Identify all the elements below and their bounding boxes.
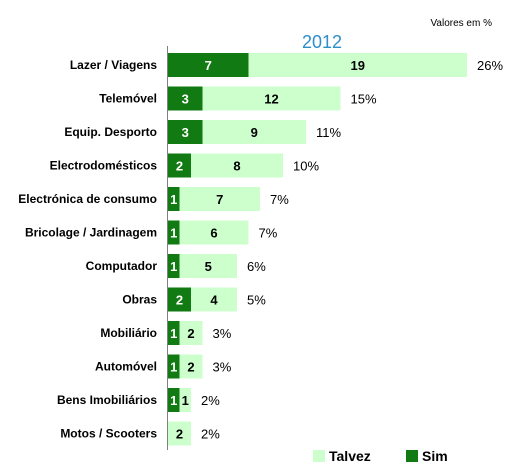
- data-label-talvez: 19: [351, 58, 365, 73]
- data-label-sim: 1: [170, 259, 177, 274]
- data-label-talvez: 2: [176, 427, 183, 442]
- data-label-talvez: 5: [205, 259, 212, 274]
- units-note: Valores em %: [430, 18, 492, 29]
- bar-talvez: [179, 187, 260, 211]
- bar-talvez: [179, 388, 191, 412]
- legend: Talvez Sim: [313, 448, 448, 464]
- category-label: Mobiliário: [100, 326, 157, 340]
- total-label: 2%: [201, 427, 220, 442]
- data-label-sim: 1: [170, 226, 177, 241]
- category-label: Lazer / Viagens: [70, 58, 157, 72]
- legend-label-sim: Sim: [422, 448, 448, 464]
- bar-sim: [168, 220, 180, 245]
- bar-talvez: [202, 86, 341, 111]
- bar-sim: [168, 153, 191, 178]
- category-label: Bens Imobiliários: [57, 393, 157, 407]
- total-label: 11%: [316, 125, 341, 140]
- bar-sim: [168, 86, 203, 111]
- bar-talvez: [179, 254, 237, 278]
- bar-sim: [168, 187, 180, 211]
- data-label-talvez: 2: [187, 360, 194, 375]
- data-label-talvez: 7: [216, 192, 223, 207]
- legend-swatch-sim: [406, 450, 418, 462]
- total-label: 15%: [351, 92, 377, 107]
- total-label: 3%: [213, 326, 232, 341]
- category-label: Automóvel: [95, 360, 157, 374]
- data-label-talvez: 8: [233, 159, 240, 174]
- bar-sim: [168, 354, 180, 379]
- data-label-talvez: 4: [210, 293, 218, 308]
- legend-swatch-talvez: [313, 450, 325, 462]
- data-label-sim: 7: [205, 58, 212, 73]
- chart-title: 2012: [302, 32, 342, 52]
- category-label: Obras: [122, 293, 157, 307]
- category-label: Motos / Scooters: [60, 427, 157, 441]
- data-label-talvez: 2: [187, 326, 194, 341]
- bar-talvez: [191, 153, 283, 178]
- bar-talvez: [191, 287, 237, 312]
- data-label-talvez: 12: [264, 92, 278, 107]
- category-label: Computador: [86, 259, 158, 273]
- data-label-sim: 3: [182, 125, 189, 140]
- category-label: Equip. Desporto: [64, 125, 157, 139]
- total-label: 26%: [477, 58, 503, 73]
- bars-group: Lazer / Viagens 7 19 26%Telemóvel 3 12 15%Equi…: [18, 53, 503, 446]
- total-label: 7%: [270, 192, 289, 207]
- total-label: 6%: [247, 259, 266, 274]
- category-label: Bricolage / Jardinagem: [25, 226, 157, 240]
- total-label: 7%: [259, 226, 278, 241]
- total-label: 10%: [293, 159, 319, 174]
- data-label-sim: 1: [170, 326, 177, 341]
- bar-talvez: [179, 321, 203, 345]
- data-label-talvez: 9: [251, 125, 258, 140]
- category-label: Electrodomésticos: [50, 159, 158, 173]
- data-label-sim: 2: [176, 293, 183, 308]
- bar-sim: [168, 254, 180, 278]
- category-label: Telemóvel: [99, 92, 157, 106]
- bar-sim: [168, 287, 191, 312]
- category-label: Electrónica de consumo: [18, 192, 157, 206]
- bar-sim: [168, 53, 249, 77]
- bar-sim: [168, 120, 203, 144]
- legend-label-talvez: Talvez: [329, 448, 371, 464]
- data-label-talvez: 1: [182, 393, 189, 408]
- bar-talvez: [168, 421, 191, 446]
- bar-talvez: [179, 220, 249, 245]
- total-label: 2%: [201, 393, 220, 408]
- bar-talvez: [179, 354, 203, 379]
- total-label: 5%: [247, 293, 266, 308]
- bar-talvez: [202, 120, 306, 144]
- data-label-talvez: 6: [210, 226, 217, 241]
- data-label-sim: 1: [170, 393, 177, 408]
- data-label-sim: 1: [170, 360, 177, 375]
- data-label-sim: 1: [170, 192, 177, 207]
- data-label-sim: 3: [182, 92, 189, 107]
- bar-talvez: [248, 53, 467, 77]
- total-label: 3%: [213, 360, 232, 375]
- bar-sim: [168, 388, 180, 412]
- bar-sim: [168, 321, 180, 345]
- data-label-sim: 2: [176, 159, 183, 174]
